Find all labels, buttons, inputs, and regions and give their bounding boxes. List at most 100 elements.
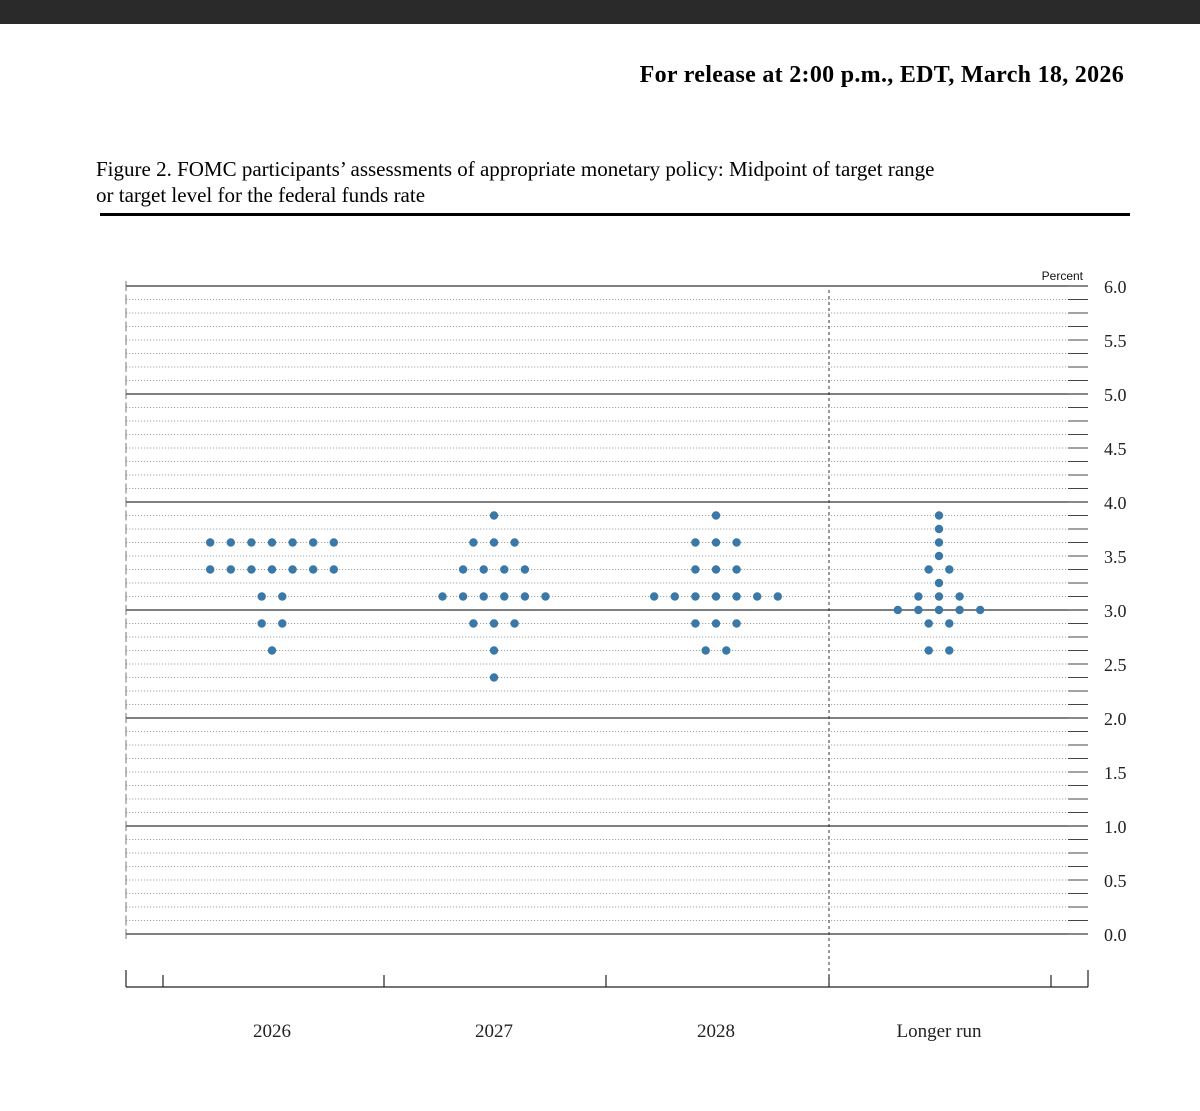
participant-dot xyxy=(945,565,954,574)
participant-dot xyxy=(650,592,659,601)
participant-dot xyxy=(489,619,499,628)
participant-dot xyxy=(458,592,468,601)
y-tick-label: 3.0 xyxy=(1104,601,1127,621)
participant-dot xyxy=(945,646,954,655)
participant-dot xyxy=(479,592,488,601)
participant-dot xyxy=(722,646,731,655)
participant-dot xyxy=(773,592,782,601)
participant-dot xyxy=(670,592,679,601)
participant-dot xyxy=(520,565,530,574)
participant-dot xyxy=(500,592,509,601)
participant-dot xyxy=(489,511,499,520)
participant-dot xyxy=(893,605,902,615)
participant-dot xyxy=(329,565,338,574)
participant-dot xyxy=(711,619,721,628)
y-tick-label: 3.5 xyxy=(1104,547,1127,567)
participant-dot xyxy=(701,646,710,655)
y-tick-label: 2.5 xyxy=(1104,655,1127,675)
participant-dot xyxy=(934,524,944,534)
participant-dot xyxy=(510,619,519,628)
caption-rule xyxy=(100,213,1130,216)
participant-dot xyxy=(247,565,256,574)
x-category-label: 2027 xyxy=(475,1021,513,1042)
participant-dot xyxy=(479,565,488,574)
participant-dot xyxy=(309,538,318,547)
participant-dot xyxy=(691,565,700,574)
participant-dot xyxy=(732,565,741,574)
participant-dot xyxy=(924,646,933,655)
participant-dot xyxy=(914,605,923,615)
x-category-label: 2026 xyxy=(253,1021,291,1042)
participant-dot xyxy=(520,592,530,601)
participant-dot xyxy=(278,619,287,628)
participant-dot xyxy=(955,592,964,601)
participant-dot xyxy=(458,565,468,574)
participant-dot xyxy=(934,511,944,520)
participant-dot xyxy=(691,538,700,547)
participant-dot xyxy=(257,619,266,628)
y-tick-label: 5.5 xyxy=(1104,331,1127,351)
participant-dot xyxy=(309,565,318,574)
participant-dot xyxy=(732,538,741,547)
participant-dot xyxy=(489,646,499,655)
participant-dot xyxy=(934,605,944,615)
participant-dot xyxy=(226,538,235,547)
participant-dot xyxy=(329,538,338,547)
participant-dot xyxy=(267,565,277,574)
participant-dot xyxy=(711,511,721,520)
figure-caption: Figure 2. FOMC participants’ assessments… xyxy=(96,156,1096,208)
participant-dot xyxy=(976,605,985,615)
y-tick-label: 0.0 xyxy=(1104,925,1127,945)
participant-dot xyxy=(711,592,721,601)
y-tick-label: 0.5 xyxy=(1104,871,1127,891)
participant-dot xyxy=(945,619,954,628)
participant-dot xyxy=(732,619,741,628)
participant-dot xyxy=(691,619,700,628)
axis-layer: 0.0 0.5 1.0 1.5 2.0 2.5 3.0 3.5 4.0 4.5 5.0 5.5 6.0 2… xyxy=(125,277,1127,1042)
grid-layer xyxy=(125,281,1088,939)
participant-dot xyxy=(934,538,944,547)
participant-dot xyxy=(267,646,277,655)
participant-dot xyxy=(753,592,762,601)
participant-dot xyxy=(541,592,550,601)
participant-dot xyxy=(924,565,933,574)
participant-dot xyxy=(469,538,478,547)
participant-dot xyxy=(914,592,923,601)
dots-layer xyxy=(206,511,985,682)
unit-label: Percent xyxy=(1042,269,1084,283)
y-tick-label: 1.5 xyxy=(1104,763,1127,783)
participant-dot xyxy=(934,578,944,588)
participant-dot xyxy=(206,538,215,547)
release-notice: For release at 2:00 p.m., EDT, March 18,… xyxy=(639,62,1124,88)
y-tick-label: 6.0 xyxy=(1104,277,1127,297)
participant-dot xyxy=(955,605,964,615)
y-tick-label: 4.5 xyxy=(1104,439,1127,459)
participant-dot xyxy=(489,673,499,682)
y-tick-label: 2.0 xyxy=(1104,709,1127,729)
participant-dot xyxy=(711,565,721,574)
participant-dot xyxy=(711,538,721,547)
participant-dot xyxy=(691,592,700,601)
participant-dot xyxy=(267,538,277,547)
participant-dot xyxy=(924,619,933,628)
participant-dot xyxy=(226,565,235,574)
participant-dot xyxy=(438,592,447,601)
participant-dot xyxy=(247,538,256,547)
x-category-label: Longer run xyxy=(897,1021,982,1042)
y-tick-label: 1.0 xyxy=(1104,817,1127,837)
participant-dot xyxy=(257,592,266,601)
y-tick-label: 5.0 xyxy=(1104,385,1127,405)
participant-dot xyxy=(489,538,499,547)
participant-dot xyxy=(732,592,741,601)
participant-dot xyxy=(934,551,944,561)
participant-dot xyxy=(278,592,287,601)
participant-dot xyxy=(500,565,509,574)
x-category-label: 2028 xyxy=(697,1021,735,1042)
y-tick-label: 4.0 xyxy=(1104,493,1127,513)
participant-dot xyxy=(206,565,215,574)
participant-dot xyxy=(288,538,297,547)
browser-top-bar xyxy=(0,0,1200,24)
participant-dot xyxy=(934,592,944,601)
participant-dot xyxy=(288,565,297,574)
